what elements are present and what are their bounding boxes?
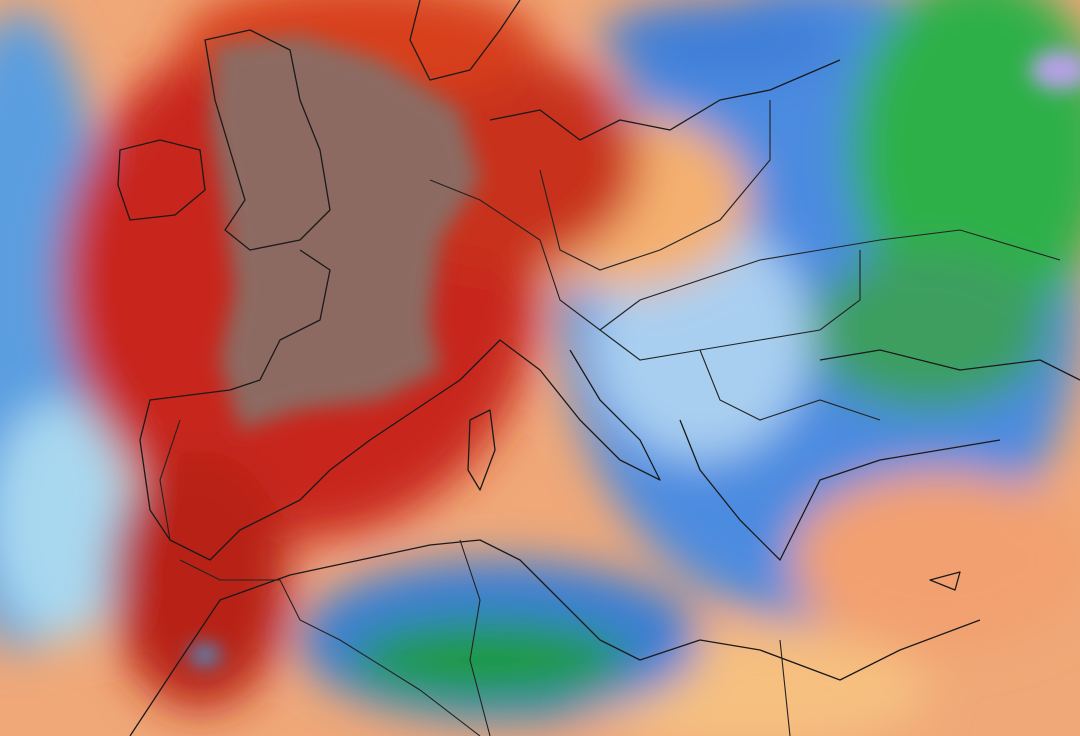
coastlines [117, 0, 1080, 736]
border-line [179, 559, 481, 736]
border-line [779, 639, 791, 736]
cyprus-coast [929, 571, 961, 591]
cool-spot [189, 645, 221, 665]
border-line [599, 250, 861, 361]
warm-zone-levant [790, 470, 1080, 650]
border-line [459, 539, 491, 736]
borders [159, 100, 1061, 736]
border-line [159, 419, 181, 541]
border-line [429, 179, 1061, 331]
green-zone-med [350, 620, 630, 700]
cool-zone-west [0, 400, 130, 640]
border-line [539, 100, 771, 271]
britain-coast [204, 29, 331, 251]
africa-coast [129, 539, 981, 736]
cold-zone-north [600, 0, 840, 80]
green-zone-northeast [850, 0, 1080, 330]
southern-europe-coast [139, 249, 661, 561]
border-line [699, 349, 881, 421]
norway-coast [409, 0, 521, 81]
extreme-heat-zone [210, 35, 480, 430]
baltic-coast [489, 59, 841, 141]
black-sea-coast [819, 349, 1080, 381]
violet-spot [1030, 50, 1080, 90]
ireland-coast [117, 139, 206, 221]
extreme-heat-field [189, 35, 1080, 665]
green-zone-east [810, 250, 1050, 410]
hot-zone-iberia [110, 450, 290, 710]
balkan-coast [679, 419, 1001, 561]
sardinia-coast [467, 409, 496, 491]
